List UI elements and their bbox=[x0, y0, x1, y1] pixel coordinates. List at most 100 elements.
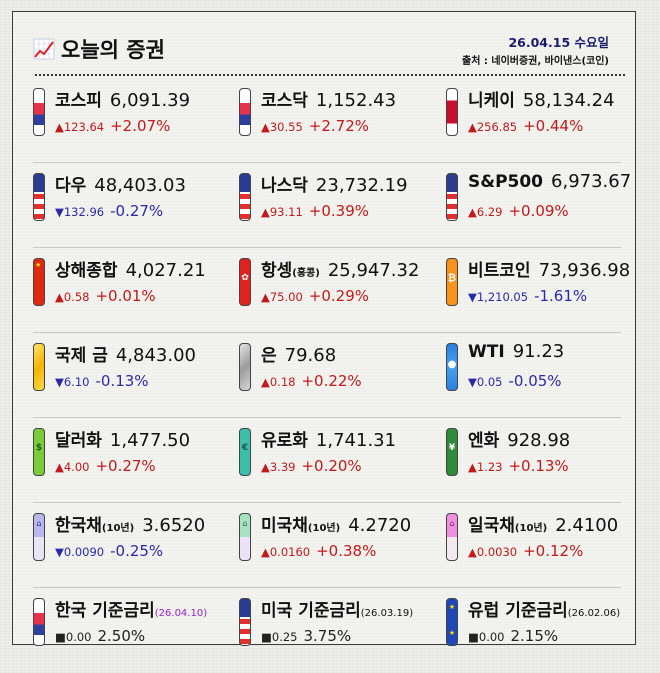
market-value: 58,134.24 bbox=[522, 90, 615, 111]
board-frame: 오늘의 증권 26.04.15 수요일 출처 : 네이버증권, 바이낸스(코인)… bbox=[12, 11, 636, 646]
korea-flag-icon bbox=[33, 88, 45, 136]
market-value: 2.4100 bbox=[555, 515, 619, 536]
market-row: $ 달러화 1,477.50 ▲4.00 +0.27% € 유로화 1,741.31 … bbox=[27, 418, 627, 503]
market-value: 928.98 bbox=[507, 430, 571, 451]
market-name-line: 나스닥 23,732.19 bbox=[261, 171, 408, 196]
change-arrow-icon: ■ bbox=[468, 630, 479, 644]
change-amount: 93.11 bbox=[269, 205, 303, 219]
market-name-line: 은 79.68 bbox=[261, 341, 336, 366]
market-change-line: ■0.00 2.50% bbox=[55, 626, 145, 645]
change-percent: +2.07% bbox=[110, 117, 171, 135]
change-amount: 0.18 bbox=[269, 375, 296, 389]
change-amount: 4.00 bbox=[63, 460, 90, 474]
change-percent: +0.20% bbox=[301, 457, 362, 475]
market-name: 상해종합 bbox=[55, 261, 118, 281]
market-name: 코스닥 bbox=[261, 91, 308, 111]
market-value: 3.6520 bbox=[142, 515, 206, 536]
change-arrow-icon: ▼ bbox=[468, 290, 477, 304]
market-name-line: 유로화 1,741.31 bbox=[261, 426, 396, 451]
market-name-line: 유럽 기준금리(26.02.06) bbox=[468, 596, 628, 621]
market-row: 한국 기준금리(26.04.10) ■0.00 2.50% 미국 기준금리(26.… bbox=[27, 588, 627, 673]
market-name: 비트코인 bbox=[468, 261, 531, 281]
change-arrow-icon: ▼ bbox=[55, 375, 64, 389]
market-change-line: ▲123.64 +2.07% bbox=[55, 116, 170, 135]
change-amount: 0.0030 bbox=[476, 545, 518, 559]
market-name-line: 국제 금 4,843.00 bbox=[55, 341, 196, 366]
market-name-sub: (10년) bbox=[101, 523, 135, 534]
change-arrow-icon: ▼ bbox=[468, 375, 477, 389]
change-amount: 0.00 bbox=[65, 630, 92, 644]
change-arrow-icon: ▲ bbox=[468, 120, 477, 134]
change-percent: +0.01% bbox=[95, 287, 156, 305]
market-name: WTI bbox=[468, 342, 505, 362]
change-amount: 0.25 bbox=[271, 630, 298, 644]
market-change-line: ▲0.0030 +0.12% bbox=[468, 541, 583, 560]
market-row: 국제 금 4,843.00 ▼6.10 -0.13% 은 79.68 ▲0.18 +0.… bbox=[27, 333, 627, 418]
change-percent: -0.25% bbox=[110, 542, 164, 560]
change-percent: +0.22% bbox=[301, 372, 362, 390]
change-percent: +0.13% bbox=[508, 457, 569, 475]
hongkong-flag-icon: ✿ bbox=[239, 258, 251, 306]
market-value: 6,091.39 bbox=[109, 90, 191, 111]
market-name-line: 한국 기준금리(26.04.10) bbox=[55, 596, 215, 621]
market-item: ✿ 항셍(홍콩) 25,947.32 ▲75.00 +0.29% bbox=[239, 254, 444, 326]
japan-bond-icon: ⌂ bbox=[446, 513, 458, 561]
market-change-line: ▲6.29 +0.09% bbox=[468, 201, 569, 220]
market-name: 달러화 bbox=[55, 431, 102, 451]
change-percent: -0.27% bbox=[110, 202, 164, 220]
market-name-line: 한국채(10년) 3.6520 bbox=[55, 511, 205, 536]
market-item: ★ 상해종합 4,027.21 ▲0.58 +0.01% bbox=[33, 254, 238, 326]
market-name-line: S&P500 6,973.67 bbox=[468, 171, 631, 192]
gold-bar-icon bbox=[33, 343, 45, 391]
market-value: 23,732.19 bbox=[315, 175, 408, 196]
korea-bond-icon: ⌂ bbox=[33, 513, 45, 561]
market-name-line: 다우 48,403.03 bbox=[55, 171, 186, 196]
market-row: 코스피 6,091.39 ▲123.64 +2.07% 코스닥 1,152.43 ▲3… bbox=[27, 78, 627, 163]
market-name-sub: (26.02.06) bbox=[567, 608, 621, 619]
market-name: S&P500 bbox=[468, 172, 544, 192]
market-name: 엔화 bbox=[468, 431, 500, 451]
change-amount: 0.05 bbox=[476, 375, 503, 389]
change-amount: 75.00 bbox=[269, 290, 303, 304]
change-amount: 6.29 bbox=[476, 205, 503, 219]
market-name-line: 비트코인 73,936.98 bbox=[468, 256, 630, 281]
change-amount: 132.96 bbox=[63, 205, 105, 219]
market-name-line: 달러화 1,477.50 bbox=[55, 426, 190, 451]
market-item: € 유로화 1,741.31 ▲3.39 +0.20% bbox=[239, 424, 444, 496]
market-name-line: 상해종합 4,027.21 bbox=[55, 256, 206, 281]
market-value: 1,741.31 bbox=[315, 430, 397, 451]
change-amount: 3.39 bbox=[269, 460, 296, 474]
market-change-line: ▲0.58 +0.01% bbox=[55, 286, 156, 305]
market-name: 한국채 bbox=[55, 516, 102, 536]
change-percent: +2.72% bbox=[308, 117, 370, 135]
bitcoin-icon: ₿ bbox=[446, 258, 458, 306]
china-flag-icon: ★ bbox=[33, 258, 45, 306]
change-amount: 0.0160 bbox=[269, 545, 311, 559]
market-item: 코스피 6,091.39 ▲123.64 +2.07% bbox=[33, 84, 238, 156]
change-amount: 30.55 bbox=[269, 120, 303, 134]
korea-flag-icon bbox=[239, 88, 251, 136]
market-name: 항셍 bbox=[261, 261, 293, 281]
change-amount: 256.85 bbox=[476, 120, 518, 134]
change-amount: 1.23 bbox=[476, 460, 503, 474]
market-name: 은 bbox=[261, 346, 277, 366]
market-value: 1,477.50 bbox=[109, 430, 191, 451]
market-change-line: ▲4.00 +0.27% bbox=[55, 456, 156, 475]
market-change-line: ▲93.11 +0.39% bbox=[261, 201, 369, 220]
market-item: S&P500 6,973.67 ▲6.29 +0.09% bbox=[446, 169, 651, 241]
usa-flag-icon bbox=[239, 598, 251, 646]
market-item: 미국 기준금리(26.03.19) ■0.25 3.75% bbox=[239, 594, 444, 666]
source-label: 출처 : 네이버증권, 바이낸스(코인) bbox=[462, 56, 609, 67]
market-change-line: ▼6.10 -0.13% bbox=[55, 371, 149, 390]
market-name-line: 미국 기준금리(26.03.19) bbox=[261, 596, 421, 621]
market-value: 4.2720 bbox=[348, 515, 412, 536]
market-item: 니케이 58,134.24 ▲256.85 +0.44% bbox=[446, 84, 651, 156]
market-change-line: ■0.25 3.75% bbox=[261, 626, 351, 645]
market-name-line: 항셍(홍콩) 25,947.32 bbox=[261, 256, 419, 281]
market-value: 4,027.21 bbox=[125, 260, 206, 281]
date-label: 26.04.15 수요일 bbox=[508, 35, 609, 50]
change-arrow-icon: ▲ bbox=[468, 460, 477, 474]
market-value: 6,973.67 bbox=[551, 171, 632, 192]
change-percent: +0.38% bbox=[316, 542, 377, 560]
market-change-line: ▼0.05 -0.05% bbox=[468, 371, 562, 390]
